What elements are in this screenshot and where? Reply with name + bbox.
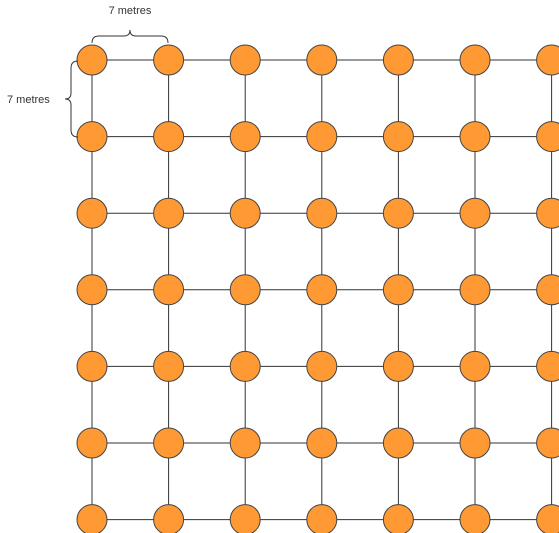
grid-node-r2-c5 [382,121,414,153]
grid-nodes [76,44,559,533]
grid-node-r7-c2 [153,504,185,533]
grid-node-r4-c4 [306,274,338,306]
grid-node-r7-c6 [459,504,491,533]
grid-node-r4-c6 [459,274,491,306]
grid-node-r1-c3 [229,44,261,76]
grid-node-r6-c7 [536,427,559,459]
grid-node-r2-c4 [306,121,338,153]
grid-node-r2-c2 [153,121,185,153]
grid-node-r7-c1 [76,504,108,533]
left-spacing-label: 7 metres [7,94,50,106]
grid-node-r3-c2 [153,197,185,229]
grid-node-r3-c7 [536,197,559,229]
grid-node-r4-c1 [76,274,108,306]
left-spacing-brace [64,60,79,138]
grid-node-r4-c2 [153,274,185,306]
grid-node-r1-c7 [536,44,559,76]
grid-node-r4-c3 [229,274,261,306]
grid-node-r3-c3 [229,197,261,229]
grid-node-r1-c2 [153,44,185,76]
grid-node-r3-c1 [76,197,108,229]
grid-node-r6-c5 [382,427,414,459]
top-spacing-label: 7 metres [109,5,152,17]
grid-node-r7-c7 [536,504,559,533]
grid-node-r6-c2 [153,427,185,459]
grid-node-r6-c6 [459,427,491,459]
grid-node-r7-c3 [229,504,261,533]
grid-node-r3-c6 [459,197,491,229]
grid-node-r5-c4 [306,350,338,382]
grid-node-r3-c4 [306,197,338,229]
grid-node-r2-c1 [76,121,108,153]
grid-node-r6-c1 [76,427,108,459]
grid-node-r1-c1 [76,44,108,76]
grid-node-r5-c2 [153,350,185,382]
grid-node-r1-c5 [382,44,414,76]
grid-node-r1-c6 [459,44,491,76]
grid-node-r1-c4 [306,44,338,76]
grid-node-r2-c7 [536,121,559,153]
grid-node-r2-c3 [229,121,261,153]
grid-node-r2-c6 [459,121,491,153]
grid-node-r5-c6 [459,350,491,382]
grid-node-r3-c5 [382,197,414,229]
grid-node-r6-c4 [306,427,338,459]
grid-node-r4-c5 [382,274,414,306]
grid-node-r5-c3 [229,350,261,382]
grid-node-r5-c5 [382,350,414,382]
grid-node-r6-c3 [229,427,261,459]
grid-node-r7-c5 [382,504,414,533]
grid-node-r4-c7 [536,274,559,306]
top-spacing-brace [91,29,169,44]
grid-node-r5-c7 [536,350,559,382]
grid-node-r5-c1 [76,350,108,382]
grid-node-r7-c4 [306,504,338,533]
